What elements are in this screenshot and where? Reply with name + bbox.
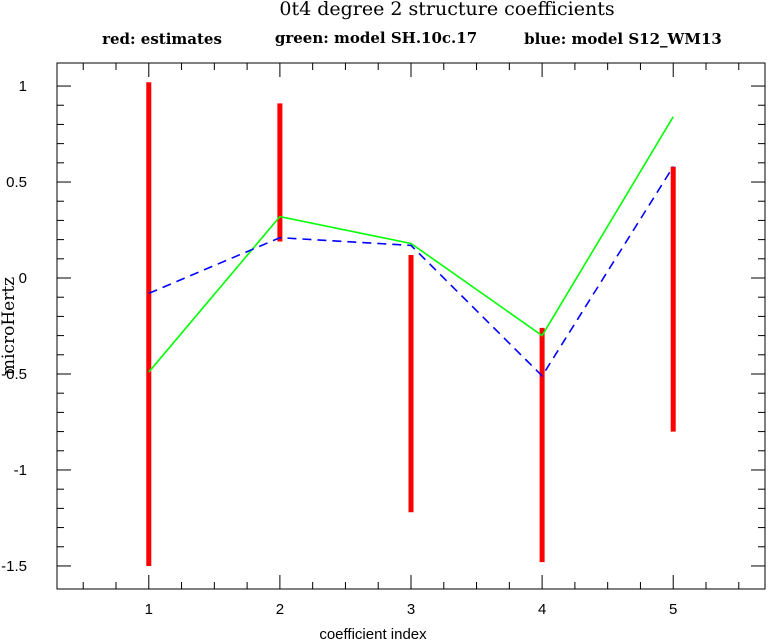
model-s12-line [148, 166, 674, 378]
x-axis-label: coefficient index [319, 626, 427, 641]
y-axis-label: microHertz [0, 277, 19, 375]
y-tick-label: -1.5 [1, 558, 27, 575]
ticks [57, 63, 765, 589]
y-tick-label: -1 [14, 462, 27, 479]
chart-title: 0t4 degree 2 structure coefficients [279, 0, 614, 20]
error-bars [146, 82, 676, 566]
y-tick-label: 0 [19, 270, 27, 287]
legend-model-s12: blue: model S12_WM13 [524, 30, 722, 48]
y-tick-label: 1 [19, 78, 27, 95]
y-tick-label: 0.5 [6, 174, 27, 191]
legend-estimates: red: estimates [102, 30, 222, 48]
x-tick-label: 2 [276, 601, 284, 618]
model-lines [148, 116, 674, 378]
x-tick-label: 1 [145, 601, 153, 618]
x-tick-label: 4 [538, 601, 546, 618]
x-tick-label: 3 [407, 601, 415, 618]
legend-model-sh: green: model SH.10c.17 [275, 29, 477, 47]
model-sh-line [148, 116, 674, 373]
tick-labels: 1 2 3 4 5 1 0.5 0 -0.5 -1 -1.5 [1, 78, 677, 618]
x-tick-label: 5 [669, 601, 677, 618]
y-tick-label: -0.5 [1, 366, 27, 383]
